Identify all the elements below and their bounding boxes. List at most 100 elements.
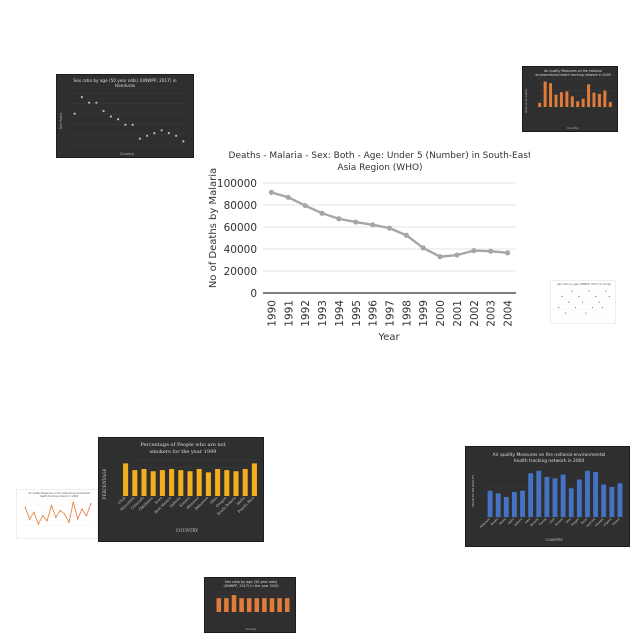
thumb2-xlabel: Country (567, 126, 579, 130)
thumb1-title-2: Honduras (115, 83, 135, 88)
data-point (585, 312, 587, 314)
data-point (72, 501, 74, 503)
data-point (581, 301, 583, 303)
bar (544, 477, 550, 517)
data-point (578, 296, 580, 298)
data-point (605, 290, 607, 292)
data-point (81, 508, 83, 510)
bar (215, 469, 221, 496)
x-tick-label: 2001 (452, 300, 464, 327)
y-tick-label: 60000 (224, 222, 257, 234)
bar (242, 469, 248, 496)
bar (554, 94, 558, 107)
thumbnail-bar-sex-ratio-2000[interactable]: Sex ratio by age (30 year olds) (UNWPP, … (204, 577, 296, 633)
thumb2-ylabel: Value of air quality (524, 88, 528, 113)
x-tick-label: Kansas (554, 516, 564, 526)
thumbnail-bar-non-smokers-1999[interactable]: Percentage of People who are not smokers… (98, 437, 264, 542)
x-tick-label: Virginia (602, 517, 612, 527)
data-point (33, 511, 35, 513)
x-tick-label: 1995 (351, 300, 363, 327)
bar (205, 472, 211, 496)
bar (277, 598, 282, 612)
data-point (167, 131, 170, 135)
y-tick-labels: 0 20000 40000 60000 80000 100000 (217, 178, 257, 300)
thumb6-title-1: Air quality Measures on the national env… (493, 452, 606, 458)
thumbnail-bar-air-quality-2009[interactable]: Air quality Measures on the national env… (522, 66, 618, 132)
bar (608, 102, 612, 107)
data-point (386, 225, 393, 231)
thumb6-ylabel: VALUE OF AIR QUALITY (471, 475, 475, 507)
data-point (88, 101, 91, 104)
thumb6-xlabel: COUNTRY (545, 538, 563, 542)
x-tick-label: Indiana (513, 517, 523, 527)
bar (565, 91, 569, 107)
y-tick-label: 20000 (224, 266, 257, 278)
x-tick-label: Oregon (570, 517, 580, 527)
thumb5-svg: Air quality Measures on the national env… (23, 492, 93, 527)
x-tick-label: Nevada (529, 517, 540, 528)
bar (585, 470, 590, 517)
bar (528, 473, 534, 517)
series-line (271, 191, 508, 258)
thumbnail-scatter-light[interactable]: Sex ratio by age (UNWPP, 2017) in Congo (550, 280, 616, 324)
x-tick-label: Hawaii (611, 517, 621, 527)
thumb7-title-1: Sex ratio by age (30 year olds) (225, 580, 278, 584)
bar (159, 470, 165, 496)
thumb4-title-2: smokers for the year 1999 (150, 449, 217, 455)
bar (603, 90, 607, 107)
thumbnail-bar-air-quality-2004[interactable]: Air quality Measures on the national env… (465, 446, 630, 547)
thumbnail-line-air-quality[interactable]: Air quality Measures on the national env… (16, 489, 98, 539)
data-point (68, 521, 70, 524)
y-tick-label: 100000 (217, 178, 257, 190)
thumb1-svg: Sex ratio by age (50 year olds) (UNWPP, … (59, 78, 187, 156)
x-tick-label: 1993 (317, 300, 329, 327)
x-tick-label: 1998 (401, 300, 413, 327)
bar (246, 598, 252, 612)
bar (132, 470, 138, 496)
data-point (95, 101, 98, 104)
data-point (437, 254, 443, 260)
x-tick-label: Ohio (209, 496, 218, 505)
bar (592, 92, 596, 107)
x-tick-labels: 1990 1991 1992 1993 1994 1995 1996 1997 1998 1999… (266, 300, 514, 327)
data-point (571, 290, 573, 292)
data-point (131, 123, 134, 126)
data-point (124, 123, 127, 126)
thumb1-ylabel: Sex Ratio (59, 113, 63, 129)
bar (251, 463, 257, 496)
bar (487, 490, 493, 517)
bar (601, 484, 607, 517)
data-point (63, 513, 66, 515)
data-point (146, 134, 149, 137)
data-point (285, 194, 291, 200)
x-tick-label: Alaska (490, 517, 499, 526)
data-point (370, 222, 376, 228)
data-point (420, 245, 426, 251)
bar (233, 471, 239, 496)
data-point (24, 506, 26, 508)
chart-title-line-1: Deaths - Malaria - Sex: Both - Age: Unde… (229, 151, 530, 161)
thumb6-svg: Air quality Measures on the national env… (471, 452, 624, 542)
bar (617, 483, 623, 517)
bar (196, 469, 202, 496)
bar (581, 98, 585, 107)
x-axis-label: Year (377, 332, 400, 343)
bar (216, 598, 222, 612)
thumb7-xlabel: Country (245, 627, 256, 631)
data-point (80, 96, 83, 99)
main-chart-svg: Deaths - Malaria - Sex: Both - Age: Unde… (208, 151, 530, 343)
bar (495, 493, 501, 517)
data-point (588, 290, 590, 292)
thumb7-svg: Sex ratio by age (30 year olds) (UNWPP, … (215, 580, 291, 631)
x-tick-label: 2002 (469, 300, 481, 327)
bar (123, 463, 129, 496)
y-axis-label: No of Deaths by Malaria (208, 168, 219, 288)
data-point (591, 307, 594, 309)
bar (536, 470, 542, 517)
x-tick-label: Utah (117, 495, 127, 505)
thumb5-title-1: Air quality Measures on the national env… (28, 492, 90, 495)
gridlines (263, 182, 516, 294)
x-tick-label: Texas (579, 516, 588, 525)
data-point (568, 301, 570, 303)
thumbnail-scatter-sex-ratio[interactable]: Sex ratio by age (50 year olds) (UNWPP, … (56, 74, 194, 158)
